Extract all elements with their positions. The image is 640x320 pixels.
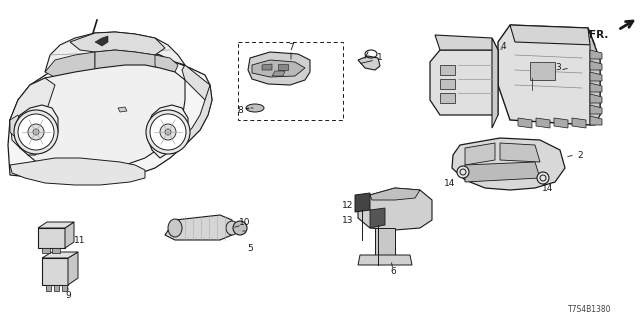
Text: 14: 14 — [444, 179, 456, 188]
Circle shape — [18, 114, 54, 150]
Polygon shape — [8, 48, 212, 182]
Polygon shape — [68, 252, 78, 285]
Text: 3: 3 — [555, 62, 561, 71]
Polygon shape — [375, 228, 395, 255]
Polygon shape — [430, 50, 498, 115]
Polygon shape — [10, 158, 145, 185]
Polygon shape — [248, 52, 310, 85]
Bar — [52, 248, 60, 253]
Polygon shape — [182, 65, 210, 105]
Polygon shape — [148, 105, 188, 158]
Bar — [62, 285, 67, 291]
Polygon shape — [358, 255, 412, 265]
Polygon shape — [70, 32, 165, 55]
Text: 6: 6 — [390, 268, 396, 276]
Polygon shape — [370, 208, 385, 228]
Circle shape — [33, 129, 39, 135]
Polygon shape — [590, 116, 602, 125]
Ellipse shape — [226, 221, 238, 235]
Text: 13: 13 — [342, 215, 354, 225]
Polygon shape — [10, 78, 45, 148]
Polygon shape — [588, 28, 600, 125]
Polygon shape — [590, 94, 602, 103]
Polygon shape — [492, 38, 498, 128]
Circle shape — [146, 110, 190, 154]
Circle shape — [14, 110, 58, 154]
Bar — [42, 248, 50, 253]
Text: FR.: FR. — [589, 30, 608, 40]
Text: 12: 12 — [342, 201, 354, 210]
Polygon shape — [358, 56, 380, 70]
Text: T7S4B1380: T7S4B1380 — [568, 306, 612, 315]
Polygon shape — [95, 50, 158, 72]
Text: 2: 2 — [577, 150, 583, 159]
Polygon shape — [155, 55, 178, 72]
Text: 4: 4 — [500, 42, 506, 51]
Polygon shape — [465, 143, 495, 165]
Polygon shape — [10, 65, 185, 172]
Text: 7: 7 — [288, 43, 294, 52]
Polygon shape — [440, 79, 455, 89]
Polygon shape — [42, 258, 68, 285]
Polygon shape — [252, 60, 305, 77]
Polygon shape — [278, 64, 288, 70]
Polygon shape — [500, 143, 540, 162]
Circle shape — [537, 172, 549, 184]
Circle shape — [160, 124, 176, 140]
Polygon shape — [590, 61, 602, 70]
Polygon shape — [65, 222, 74, 248]
Polygon shape — [590, 72, 602, 81]
Polygon shape — [590, 50, 602, 59]
Text: 11: 11 — [74, 236, 86, 244]
Polygon shape — [590, 105, 602, 114]
Bar — [238, 42, 343, 120]
Text: 1: 1 — [377, 52, 383, 61]
Polygon shape — [510, 25, 595, 45]
Bar — [54, 285, 59, 291]
Circle shape — [165, 129, 171, 135]
Polygon shape — [175, 85, 212, 145]
Circle shape — [457, 166, 469, 178]
Text: 14: 14 — [542, 183, 554, 193]
Polygon shape — [536, 118, 550, 128]
Circle shape — [150, 114, 186, 150]
Polygon shape — [590, 83, 602, 92]
Polygon shape — [358, 188, 432, 230]
Polygon shape — [554, 118, 568, 128]
Bar — [46, 285, 51, 291]
Text: 10: 10 — [239, 218, 251, 227]
Polygon shape — [10, 115, 22, 138]
Polygon shape — [440, 65, 455, 75]
Polygon shape — [118, 107, 127, 112]
Circle shape — [28, 124, 44, 140]
Bar — [530, 62, 555, 80]
Polygon shape — [498, 25, 600, 125]
Polygon shape — [165, 215, 232, 240]
Text: 5: 5 — [247, 244, 253, 252]
Polygon shape — [465, 162, 540, 182]
Polygon shape — [440, 93, 455, 103]
Polygon shape — [38, 222, 74, 228]
Polygon shape — [45, 52, 95, 80]
Circle shape — [233, 221, 247, 235]
Polygon shape — [10, 78, 55, 130]
Polygon shape — [452, 138, 565, 190]
Polygon shape — [15, 105, 58, 155]
Polygon shape — [42, 252, 78, 258]
Polygon shape — [45, 32, 185, 72]
Polygon shape — [572, 118, 586, 128]
Polygon shape — [370, 188, 420, 200]
Ellipse shape — [246, 104, 264, 112]
Polygon shape — [518, 118, 532, 128]
Polygon shape — [272, 71, 285, 76]
Polygon shape — [95, 36, 108, 46]
Polygon shape — [262, 64, 272, 70]
Text: 8: 8 — [237, 106, 243, 115]
Ellipse shape — [168, 219, 182, 237]
Polygon shape — [38, 228, 65, 248]
Polygon shape — [435, 35, 498, 50]
Polygon shape — [355, 193, 370, 212]
Text: 9: 9 — [65, 292, 71, 300]
